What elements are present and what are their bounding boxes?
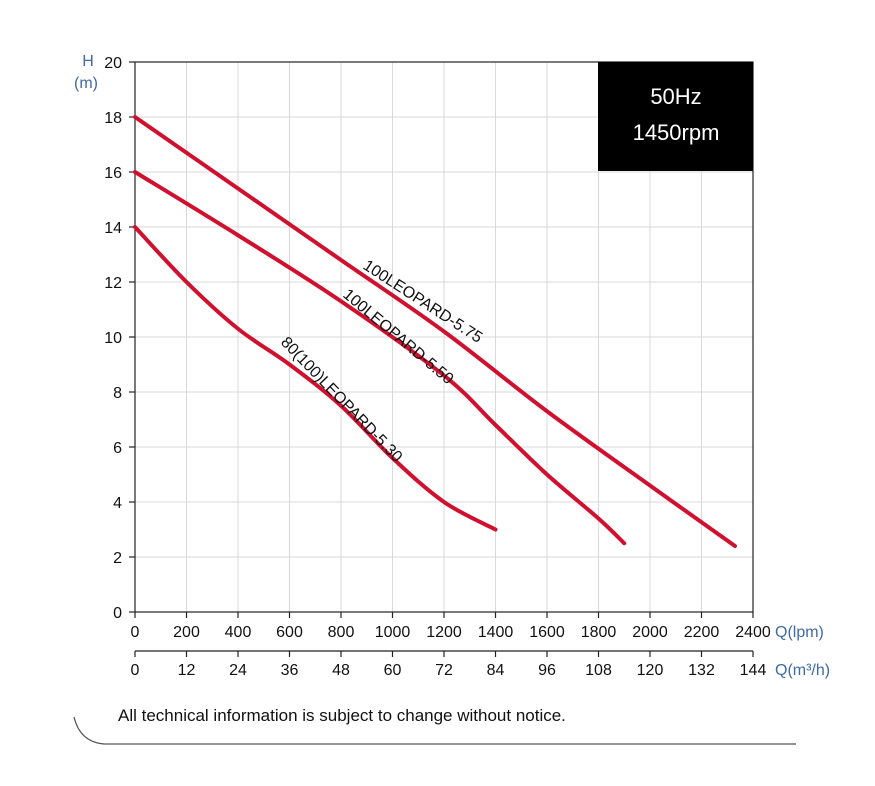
x2-tick-label: 12	[178, 662, 196, 679]
x-tick-label: 1200	[426, 624, 462, 641]
disclaimer-note: All technical information is subject to …	[118, 706, 566, 725]
x-tick-label: 200	[173, 624, 200, 641]
y-tick-label: 0	[113, 605, 122, 622]
x2-tick-label: 36	[281, 662, 299, 679]
x2-tick-label: 48	[332, 662, 350, 679]
x-tick-label: 2000	[632, 624, 668, 641]
x2-tick-label: 96	[538, 662, 556, 679]
badge-frequency: 50Hz	[650, 84, 701, 109]
y-tick-label: 8	[113, 385, 122, 402]
series-line-1	[133, 115, 737, 548]
x-tick-label: 0	[131, 624, 140, 641]
y-tick-label: 6	[113, 440, 122, 457]
x-tick-label: 1800	[581, 624, 617, 641]
y-axis-label: H	[82, 53, 94, 70]
label-100leopard-575: 100LEOPARD-5.75	[360, 257, 485, 347]
y-tick-label: 2	[113, 550, 122, 567]
x2-tick-label: 132	[688, 662, 715, 679]
y-tick-label: 18	[104, 110, 122, 127]
x-tick-label: 2200	[684, 624, 720, 641]
x-tick-label: 1600	[529, 624, 565, 641]
x-ticks-m3h: 0 12 24 36 48 60 72 84 96 108 120 132 144	[131, 651, 767, 679]
x2-tick-label: 144	[740, 662, 767, 679]
x2-tick-label: 108	[585, 662, 612, 679]
x-axis-unit-lpm: Q(lpm)	[775, 624, 824, 641]
y-ticks: 0 2 4 6 8 10 12 14 16 18 20	[104, 55, 135, 622]
x2-tick-label: 72	[435, 662, 453, 679]
x-ticks-lpm: 0 200 400 600 800 1000 1200 1400 1600 1800 2000 220…	[131, 612, 771, 641]
x-tick-label: 600	[276, 624, 303, 641]
x2-tick-label: 24	[229, 662, 247, 679]
x-tick-label: 1400	[478, 624, 514, 641]
x-tick-label: 2400	[735, 624, 771, 641]
x-tick-label: 1000	[375, 624, 411, 641]
x2-tick-label: 60	[384, 662, 402, 679]
y-tick-label: 12	[104, 275, 122, 292]
series-line-3	[133, 225, 498, 532]
y-tick-label: 20	[104, 55, 122, 72]
series-line-2	[133, 170, 627, 546]
badge-rpm: 1450rpm	[633, 120, 720, 145]
speed-badge	[598, 62, 753, 171]
x2-tick-label: 0	[131, 662, 140, 679]
y-axis-unit: (m)	[74, 75, 98, 92]
x-tick-label: 800	[328, 624, 355, 641]
footer-divider	[73, 716, 796, 745]
x2-tick-label: 84	[487, 662, 505, 679]
x-tick-label: 400	[225, 624, 252, 641]
y-tick-label: 16	[104, 165, 122, 182]
y-tick-label: 14	[104, 220, 122, 237]
y-tick-label: 4	[113, 495, 122, 512]
y-tick-label: 10	[104, 330, 122, 347]
series-curves	[133, 115, 737, 548]
x2-tick-label: 120	[637, 662, 664, 679]
x-axis-unit-m3h: Q(m³/h)	[775, 662, 830, 679]
